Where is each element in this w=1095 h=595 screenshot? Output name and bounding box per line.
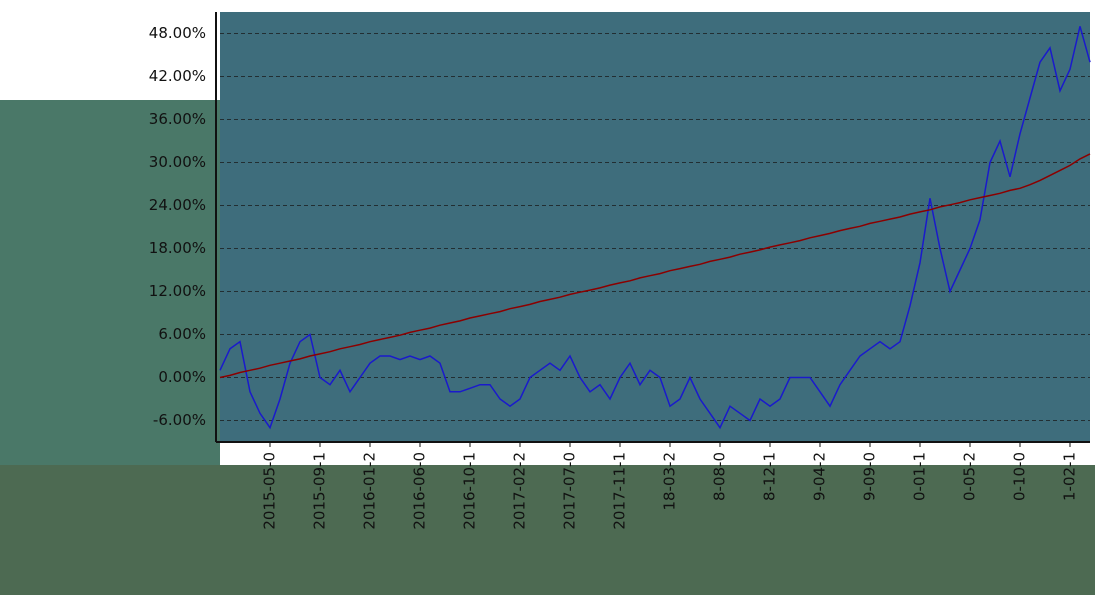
x-tick-label: 8-08-0 [711, 452, 729, 501]
bottom-band [0, 465, 1095, 595]
x-tick-label: 2017-07-0 [561, 452, 579, 530]
x-tick-label: 2017-02-2 [511, 452, 529, 530]
x-tick-label: 9-04-2 [811, 452, 829, 501]
left-band [0, 100, 220, 465]
x-tick-label: 18-03-2 [661, 452, 679, 511]
x-tick-label: 0-01-1 [911, 452, 929, 501]
x-tick-label: 0-10-0 [1011, 452, 1029, 501]
x-tick-label: 2016-01-2 [361, 452, 379, 530]
series-line [219, 26, 1091, 430]
y-tick-label: 12.00% [149, 282, 206, 300]
series-line [219, 153, 1091, 379]
y-tick-label: -6.00% [153, 411, 206, 429]
y-tick-label: 6.00% [158, 325, 206, 343]
x-tick-label: 2017-11-1 [611, 452, 629, 530]
y-tick-label: 18.00% [149, 239, 206, 257]
y-tick-label: 48.00% [149, 24, 206, 42]
x-tick-label: 9-09-0 [861, 452, 879, 501]
x-tick-label: 2015-09-1 [311, 452, 329, 530]
y-tick-label: 0.00% [158, 368, 206, 386]
y-tick-label: 36.00% [149, 110, 206, 128]
x-tick-label: 0-05-2 [961, 452, 979, 501]
y-tick-label: 42.00% [149, 67, 206, 85]
x-tick-label: 8-12-1 [761, 452, 779, 501]
y-tick-label: 30.00% [149, 153, 206, 171]
x-tick-label: 2016-10-1 [461, 452, 479, 530]
y-tick-label: 24.00% [149, 196, 206, 214]
x-tick-label: 2016-06-0 [411, 452, 429, 530]
x-tick-label: 2015-05-0 [261, 452, 279, 530]
x-tick-label: 1-02-1 [1061, 452, 1079, 501]
